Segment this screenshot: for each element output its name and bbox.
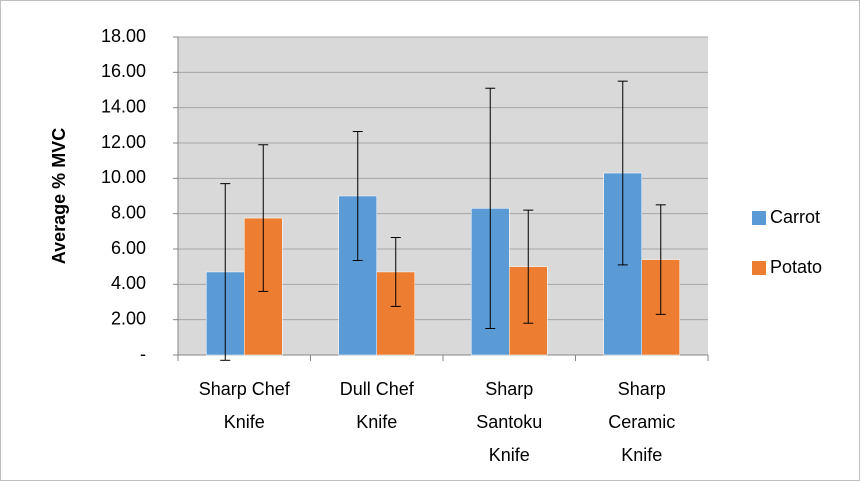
y-tick-label: - — [140, 344, 146, 364]
error-bar — [523, 209, 534, 324]
y-tick-label: 16.00 — [101, 61, 146, 81]
y-tick-label: 14.00 — [101, 96, 146, 116]
legend-label: Potato — [770, 257, 822, 277]
y-tick-label: 10.00 — [101, 167, 146, 187]
x-tick-label: Dull Chef Knife — [340, 379, 415, 432]
error-bar — [485, 87, 496, 329]
legend-label: Carrot — [770, 207, 820, 227]
y-tick-label: 8.00 — [111, 202, 146, 222]
error-bar — [258, 144, 269, 292]
error-bar — [655, 204, 666, 315]
x-tick-label: Sharp Ceramic Knife — [608, 379, 675, 465]
legend-swatch — [752, 261, 766, 275]
x-tick-label: Sharp Santoku Knife — [476, 379, 542, 465]
y-tick-label: 4.00 — [111, 273, 146, 293]
y-tick-label: 2.00 — [111, 308, 146, 328]
y-axis-title: Average % MVC — [49, 128, 69, 264]
y-tick-label: 6.00 — [111, 238, 146, 258]
error-bar — [617, 80, 628, 266]
error-bar — [390, 237, 401, 307]
legend-swatch — [752, 211, 766, 225]
error-bar — [220, 183, 231, 361]
error-bar — [352, 131, 363, 261]
y-tick-label: 18.00 — [101, 26, 146, 46]
x-tick-label: Sharp Chef Knife — [199, 379, 291, 432]
y-tick-label: 12.00 — [101, 132, 146, 152]
